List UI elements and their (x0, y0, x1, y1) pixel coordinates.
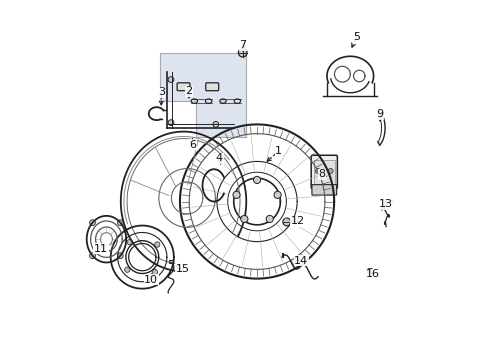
Text: 10: 10 (144, 275, 158, 285)
Circle shape (117, 253, 123, 258)
Text: 7: 7 (239, 40, 246, 50)
FancyBboxPatch shape (310, 155, 337, 189)
Circle shape (168, 77, 174, 82)
Circle shape (89, 220, 95, 226)
Text: 16: 16 (365, 269, 379, 279)
Text: 11: 11 (94, 244, 108, 254)
Circle shape (117, 220, 123, 226)
Text: 13: 13 (378, 199, 392, 210)
Circle shape (238, 48, 246, 57)
Ellipse shape (219, 99, 226, 103)
Text: 14: 14 (293, 256, 307, 266)
Circle shape (152, 269, 157, 275)
Text: 6: 6 (189, 140, 196, 150)
Circle shape (89, 253, 95, 258)
FancyBboxPatch shape (177, 83, 190, 91)
Circle shape (168, 120, 174, 126)
FancyBboxPatch shape (311, 185, 336, 195)
Circle shape (240, 215, 247, 222)
Text: 12: 12 (290, 216, 304, 226)
FancyBboxPatch shape (313, 159, 334, 185)
Circle shape (212, 122, 218, 127)
Circle shape (232, 191, 240, 198)
Ellipse shape (205, 99, 211, 103)
Polygon shape (160, 53, 246, 137)
Circle shape (154, 242, 160, 247)
Text: 2: 2 (185, 86, 192, 96)
FancyBboxPatch shape (205, 83, 218, 91)
Circle shape (315, 168, 320, 174)
Text: 5: 5 (352, 32, 359, 42)
Circle shape (127, 239, 132, 245)
Circle shape (253, 176, 260, 184)
Circle shape (273, 191, 281, 198)
Bar (168, 260, 173, 263)
Circle shape (124, 267, 130, 273)
Text: 3: 3 (158, 87, 164, 97)
Text: 4: 4 (215, 153, 223, 163)
Ellipse shape (234, 99, 240, 103)
Ellipse shape (191, 99, 197, 103)
Text: 8: 8 (318, 169, 325, 179)
Circle shape (265, 215, 273, 222)
Circle shape (327, 168, 332, 174)
Text: 9: 9 (376, 109, 383, 120)
Text: 15: 15 (175, 264, 189, 274)
Circle shape (282, 218, 290, 226)
Text: 1: 1 (275, 146, 282, 156)
